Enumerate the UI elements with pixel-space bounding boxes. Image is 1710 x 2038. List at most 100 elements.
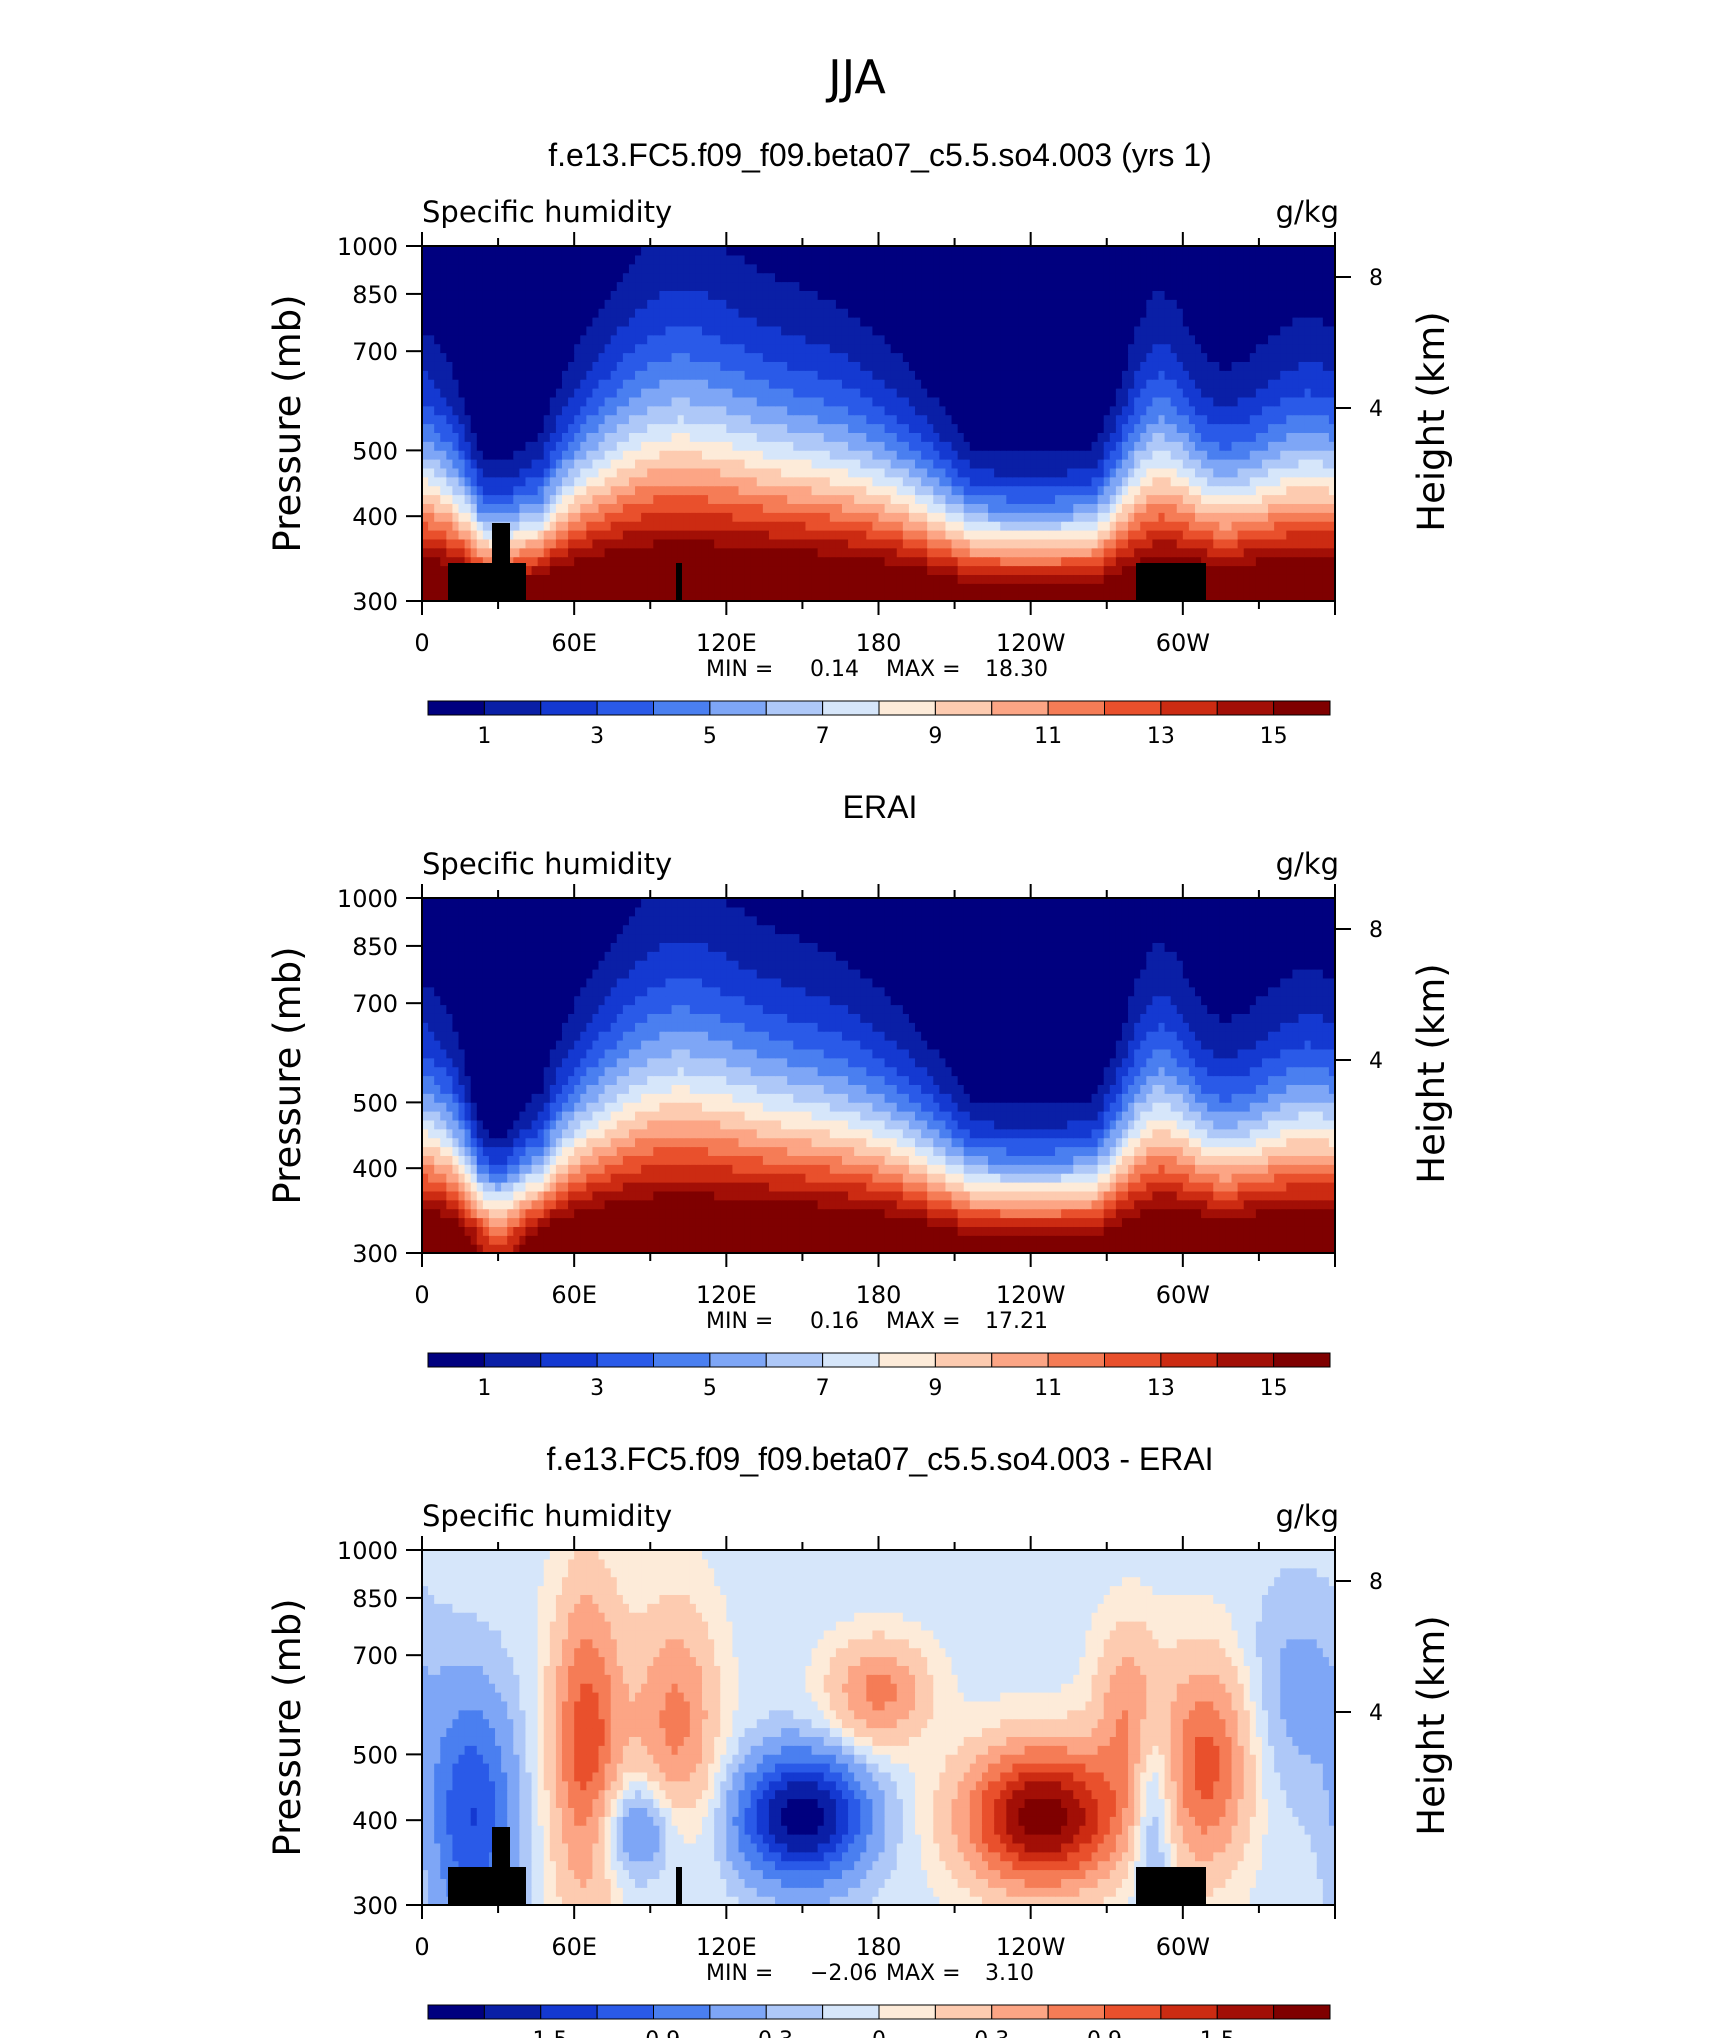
heatmap-cell: [1128, 361, 1135, 371]
heatmap-cell: [1286, 317, 1293, 327]
heatmap-cell: [811, 583, 819, 593]
heatmap-cell: [1261, 556, 1269, 567]
heatmap-cell: [878, 521, 886, 531]
heatmap-cell: [841, 317, 849, 327]
heatmap-cell: [1000, 467, 1007, 478]
heatmap-cell: [963, 512, 971, 522]
heatmap-cell: [1249, 308, 1257, 318]
heatmap-cell: [537, 432, 545, 442]
heatmap-cell: [628, 450, 636, 460]
heatmap-cell: [714, 343, 721, 354]
heatmap-cell: [1055, 476, 1062, 487]
heatmap-cell: [890, 396, 898, 407]
heatmap-cell: [963, 423, 971, 433]
heatmap-cell: [488, 512, 496, 522]
heatmap-cell: [501, 317, 508, 327]
heatmap-cell: [1115, 352, 1123, 362]
heatmap-cell: [744, 467, 752, 478]
heatmap-cell: [915, 441, 922, 451]
heatmap-cell: [969, 396, 977, 407]
heatmap-cell: [951, 450, 959, 460]
heatmap-cell: [975, 494, 983, 504]
heatmap-cell: [720, 317, 727, 327]
heatmap-cell: [768, 325, 776, 336]
heatmap-cell: [1176, 494, 1184, 504]
heatmap-cell: [635, 308, 642, 318]
heatmap-cell: [1121, 334, 1129, 345]
heatmap-cell: [610, 503, 618, 513]
heatmap-cell: [422, 574, 429, 584]
heatmap-cell: [738, 361, 746, 371]
heatmap-cell: [841, 432, 849, 442]
heatmap-cell: [1286, 521, 1293, 531]
heatmap-cell: [1286, 476, 1293, 487]
heatmap-cell: [1067, 405, 1074, 416]
heatmap-cell: [811, 423, 819, 433]
heatmap-cell: [708, 547, 715, 558]
heatmap-cell: [1201, 352, 1208, 362]
heatmap-cell: [476, 396, 484, 407]
heatmap-cell: [1024, 450, 1032, 460]
heatmap-cell: [507, 361, 514, 371]
heatmap-cell: [762, 432, 770, 442]
heatmap-cell: [1274, 334, 1281, 345]
heatmap-cell: [963, 370, 971, 380]
heatmap-cell: [732, 325, 740, 336]
heatmap-cell: [732, 503, 740, 513]
heatmap-cell: [1170, 538, 1178, 549]
heatmap-cell: [1298, 476, 1306, 487]
heatmap-cell: [1274, 379, 1281, 389]
heatmap-cell: [434, 432, 441, 442]
heatmap-cell: [665, 503, 673, 513]
heatmap-cell: [768, 352, 776, 362]
heatmap-cell: [1030, 503, 1038, 513]
heatmap-cell: [1176, 396, 1184, 407]
heatmap-cell: [878, 361, 886, 371]
heatmap-cell: [1134, 521, 1141, 531]
heatmap-cell: [488, 485, 496, 496]
heatmap-cell: [908, 547, 916, 558]
heatmap-cell: [561, 476, 569, 487]
heatmap-cell: [951, 494, 959, 504]
heatmap-cell: [848, 530, 855, 540]
heatmap-cell: [775, 547, 782, 558]
heatmap-cell: [434, 405, 441, 416]
heatmap-cell: [1152, 459, 1160, 469]
heatmap-cell: [1085, 556, 1093, 567]
heatmap-cell: [921, 414, 928, 425]
heatmap-cell: [519, 512, 527, 522]
heatmap-cell: [878, 334, 886, 345]
heatmap-cell: [671, 450, 679, 460]
heatmap-cell: [908, 343, 916, 354]
heatmap-cell: [695, 388, 703, 398]
heatmap-cell: [574, 512, 581, 522]
heatmap-cell: [805, 538, 813, 549]
heatmap-cell: [823, 485, 831, 496]
heatmap-cell: [586, 432, 594, 442]
heatmap-cell: [744, 325, 752, 336]
heatmap-cell: [659, 530, 667, 540]
heatmap-cell: [513, 388, 520, 398]
heatmap-cell: [1195, 379, 1202, 389]
heatmap-cell: [781, 467, 788, 478]
heatmap-cell: [543, 388, 551, 398]
heatmap-cell: [848, 432, 855, 442]
heatmap-cell: [1121, 583, 1129, 593]
heatmap-cell: [750, 574, 758, 584]
heatmap-cell: [434, 317, 441, 327]
heatmap-cell: [884, 317, 892, 327]
heatmap-cell: [1055, 512, 1062, 522]
heatmap-cell: [513, 414, 520, 425]
heatmap-cell: [835, 476, 843, 487]
heatmap-cell: [854, 538, 861, 549]
heatmap-cell: [939, 352, 947, 362]
heatmap-cell: [744, 317, 752, 327]
heatmap-cell: [1280, 405, 1287, 416]
heatmap-cell: [555, 538, 563, 549]
heatmap-cell: [915, 574, 922, 584]
heatmap-cell: [908, 405, 916, 416]
heatmap-cell: [1182, 441, 1190, 451]
heatmap-cell: [665, 592, 673, 602]
heatmap-cell: [1249, 521, 1257, 531]
heatmap-cell: [1018, 450, 1026, 460]
